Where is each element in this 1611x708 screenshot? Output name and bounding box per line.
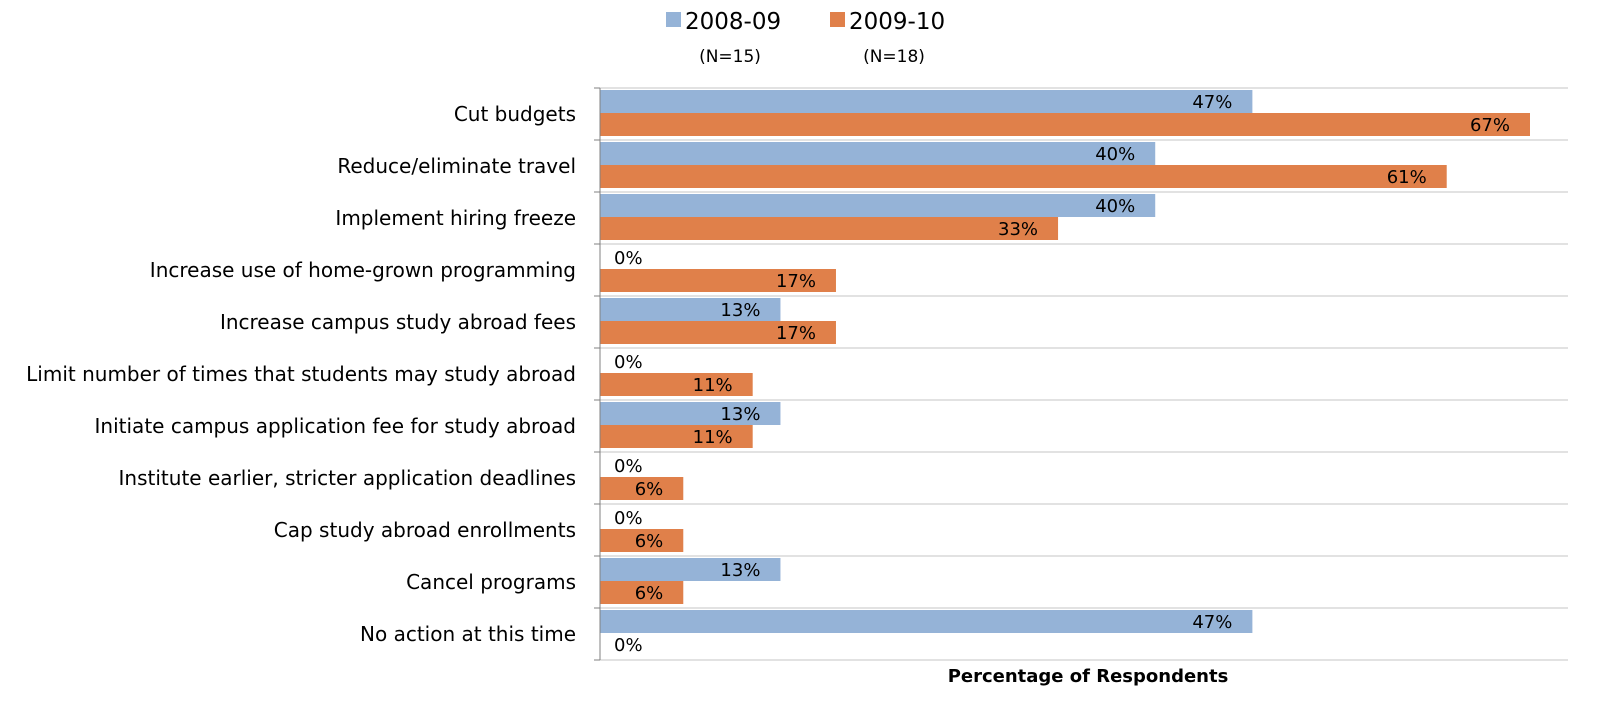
bar-2009-10-4 (600, 321, 836, 344)
data-label: 11% (693, 375, 733, 396)
data-label: 17% (776, 271, 816, 292)
bar-2008-09-2 (600, 194, 1156, 217)
data-label: 47% (1192, 612, 1232, 633)
legend-swatch (830, 12, 845, 27)
category-label: Increase use of home-grown programming (150, 258, 576, 282)
category-label: No action at this time (360, 622, 576, 646)
data-label: 11% (693, 427, 733, 448)
category-label: Institute earlier, stricter application … (119, 466, 576, 490)
bar-2009-10-6 (600, 425, 753, 448)
legend-label: 2009-10 (849, 9, 945, 35)
bar-2009-10-3 (600, 269, 836, 292)
bar-2009-10-1 (600, 165, 1447, 188)
bar-2009-10-7 (600, 477, 684, 500)
x-axis-title: Percentage of Respondents (948, 666, 1229, 687)
data-label: 0% (614, 456, 643, 477)
category-label: Increase campus study abroad fees (220, 310, 576, 334)
value-labels: 47%67%40%61%40%33%0%17%13%17%0%11%13%11%… (614, 92, 1510, 656)
category-label: Limit number of times that students may … (26, 362, 576, 386)
data-label: 13% (720, 404, 760, 425)
data-label: 47% (1192, 92, 1232, 113)
bar-2008-09-9 (600, 558, 781, 581)
data-label: 0% (614, 352, 643, 373)
legend-swatch (666, 12, 681, 27)
legend-n-label: (N=18) (863, 47, 925, 67)
data-label: 13% (720, 560, 760, 581)
legend-n-label: (N=15) (699, 47, 761, 67)
legend-label: 2008-09 (685, 9, 781, 35)
legend: 2008-09 (N=15) 2009-10 (N=18) (666, 9, 945, 67)
data-label: 6% (635, 479, 664, 500)
category-label: Cut budgets (454, 102, 576, 126)
category-label: Cancel programs (406, 570, 576, 594)
data-label: 40% (1095, 144, 1135, 165)
data-label: 6% (635, 531, 664, 552)
data-label: 0% (614, 635, 643, 656)
data-label: 0% (614, 248, 643, 269)
bar-2009-10-8 (600, 529, 684, 552)
bar-2008-09-0 (600, 90, 1253, 113)
bar-2009-10-2 (600, 217, 1059, 240)
bar-2009-10-0 (600, 113, 1530, 136)
data-label: 33% (998, 219, 1038, 240)
bar-2008-09-6 (600, 402, 781, 425)
data-label: 17% (776, 323, 816, 344)
category-label: Reduce/eliminate travel (337, 154, 576, 178)
bars (600, 90, 1530, 633)
data-label: 13% (720, 300, 760, 321)
data-label: 40% (1095, 196, 1135, 217)
data-label: 0% (614, 508, 643, 529)
category-labels: Cut budgets Reduce/eliminate travel Implem… (26, 102, 576, 646)
data-label: 6% (635, 583, 664, 604)
data-label: 61% (1387, 167, 1427, 188)
category-label: Implement hiring freeze (335, 206, 576, 230)
bar-2009-10-5 (600, 373, 753, 396)
bar-2008-09-1 (600, 142, 1156, 165)
gridlines (594, 87, 1568, 661)
data-label: 67% (1470, 115, 1510, 136)
bar-2008-09-10 (600, 610, 1253, 633)
bar-2009-10-9 (600, 581, 684, 604)
bar-2008-09-4 (600, 298, 781, 321)
category-label: Initiate campus application fee for stud… (95, 414, 576, 438)
category-label: Cap study abroad enrollments (274, 518, 576, 542)
